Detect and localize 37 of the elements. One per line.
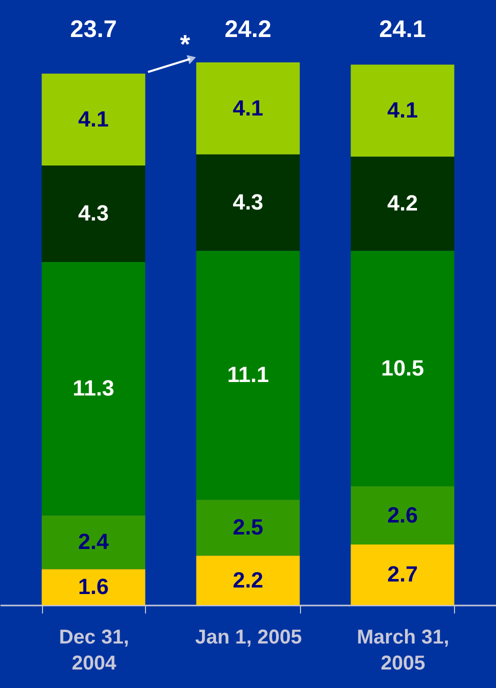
bar [196,250,300,500]
x-tick-label: Jan 1, 2005 [195,626,302,648]
bar [196,500,300,556]
data-label: 10.5 [381,355,424,380]
data-label: 1.6 [78,574,109,600]
data-label: 2.4 [78,529,110,554]
data-label: 4.1 [387,98,418,123]
data-label: 4.1 [78,106,109,132]
bar [350,64,454,157]
data-label: 11.1 [227,362,269,388]
bar [350,250,454,486]
bar [42,515,146,570]
data-label: 2.5 [232,514,264,540]
data-label: 4.1 [232,95,264,120]
bar [350,156,454,251]
x-tick-label: March 31, 2005 [356,626,450,674]
bar [196,556,300,605]
data-label: 4.3 [78,200,109,226]
bar [42,166,146,262]
data-label: 4.2 [387,190,418,216]
bar [196,154,300,251]
bar [42,262,146,516]
total-label: 24.1 [379,16,426,43]
bar [196,62,300,154]
bar [350,544,454,605]
data-label: 2.2 [232,567,264,592]
bar [350,486,454,544]
data-label: 2.7 [387,562,418,587]
data-label: 4.3 [232,190,264,215]
data-label: 11.3 [72,376,114,401]
text: * [180,29,191,59]
total-label: 23.7 [70,16,117,43]
x-tick-label: Dec 31, 2004 [58,626,130,674]
bar [42,569,146,605]
total-label: 24.2 [224,16,272,43]
data-label: 2.6 [387,502,418,528]
bar [42,74,146,166]
